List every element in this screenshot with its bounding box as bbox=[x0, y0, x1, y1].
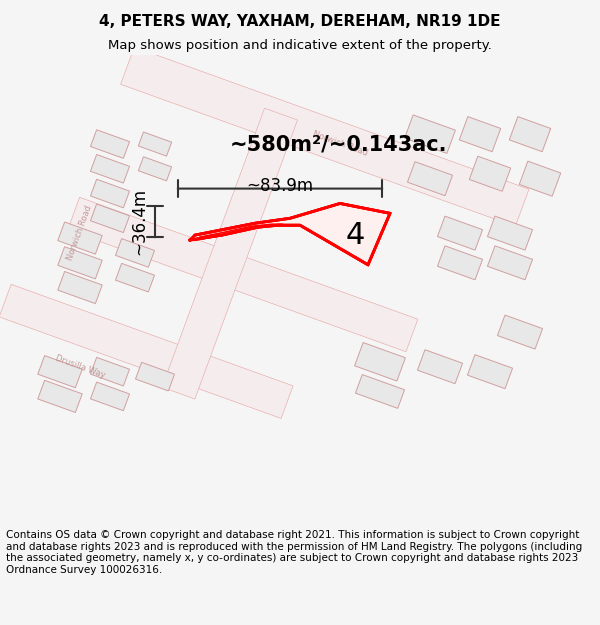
Polygon shape bbox=[509, 117, 551, 152]
Text: Norwich Road: Norwich Road bbox=[311, 130, 369, 158]
Polygon shape bbox=[91, 130, 130, 158]
Polygon shape bbox=[469, 156, 511, 191]
Polygon shape bbox=[91, 179, 130, 208]
Text: ~36.4m: ~36.4m bbox=[130, 188, 148, 255]
Polygon shape bbox=[68, 198, 418, 352]
Polygon shape bbox=[459, 117, 501, 152]
Polygon shape bbox=[437, 216, 482, 250]
Polygon shape bbox=[38, 381, 82, 412]
Text: ~83.9m: ~83.9m bbox=[247, 177, 314, 195]
Polygon shape bbox=[91, 382, 130, 411]
Polygon shape bbox=[190, 204, 390, 265]
Polygon shape bbox=[437, 246, 482, 280]
Polygon shape bbox=[121, 47, 529, 226]
Polygon shape bbox=[487, 216, 533, 250]
Polygon shape bbox=[91, 204, 130, 232]
Polygon shape bbox=[58, 222, 102, 254]
Polygon shape bbox=[407, 162, 452, 196]
Polygon shape bbox=[162, 108, 298, 399]
Polygon shape bbox=[115, 263, 155, 292]
Text: Map shows position and indicative extent of the property.: Map shows position and indicative extent… bbox=[108, 39, 492, 51]
Polygon shape bbox=[497, 315, 542, 349]
Text: Norwich Road: Norwich Road bbox=[66, 204, 94, 262]
Text: 4, PETERS WAY, YAXHAM, DEREHAM, NR19 1DE: 4, PETERS WAY, YAXHAM, DEREHAM, NR19 1DE bbox=[99, 14, 501, 29]
Polygon shape bbox=[519, 161, 561, 196]
Polygon shape bbox=[418, 350, 463, 384]
Polygon shape bbox=[91, 154, 130, 183]
Polygon shape bbox=[487, 246, 533, 280]
Polygon shape bbox=[58, 247, 102, 279]
Polygon shape bbox=[139, 157, 172, 181]
Text: Contains OS data © Crown copyright and database right 2021. This information is : Contains OS data © Crown copyright and d… bbox=[6, 530, 582, 575]
Polygon shape bbox=[139, 132, 172, 156]
Polygon shape bbox=[115, 239, 155, 268]
Polygon shape bbox=[355, 374, 404, 408]
Text: Drusilla Way: Drusilla Way bbox=[54, 354, 106, 380]
Polygon shape bbox=[136, 362, 175, 391]
Polygon shape bbox=[38, 356, 82, 388]
Polygon shape bbox=[355, 342, 406, 381]
Polygon shape bbox=[0, 284, 293, 418]
Polygon shape bbox=[58, 271, 102, 304]
Text: ~580m²/~0.143ac.: ~580m²/~0.143ac. bbox=[230, 134, 448, 154]
Polygon shape bbox=[404, 115, 455, 153]
Text: 4: 4 bbox=[346, 221, 365, 249]
Polygon shape bbox=[91, 357, 130, 386]
Polygon shape bbox=[467, 354, 512, 389]
